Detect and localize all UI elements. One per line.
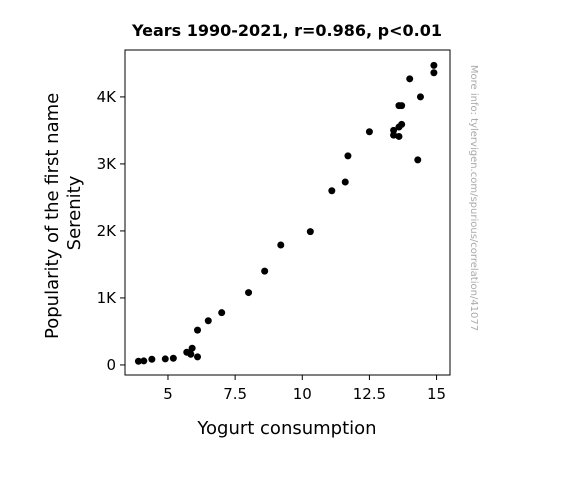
data-point [344,152,352,160]
data-point [188,344,196,352]
y-axis-ticks: 0 1K 2K 3K 4K [97,88,125,374]
x-tick-label: 7.5 [223,385,247,403]
x-axis-ticks: 5 7.5 10 12.5 15 [163,375,446,403]
data-point [169,354,177,362]
y-tick-label: 3K [97,155,118,173]
data-point [430,69,438,77]
data-point [218,309,226,317]
source-watermark: More info: tylervigen.com/spurious/corre… [468,65,479,331]
y-axis-label: Popularity of the first name Serenity [42,87,85,339]
chart-title: Years 1990-2021, r=0.986, p<0.01 [131,21,442,40]
data-point [395,132,403,140]
data-point [398,102,406,110]
x-tick-label: 5 [163,385,173,403]
data-point [390,126,398,134]
y-tick-label: 4K [97,88,118,106]
y-tick-label: 0 [106,356,116,374]
y-axis-label-line-2: Serenity [64,175,85,250]
data-point [194,353,202,361]
data-points [134,61,438,365]
plot-area-frame [124,49,451,376]
data-point [277,241,285,249]
data-point [328,187,336,195]
data-point [416,93,424,101]
data-point [261,267,269,275]
data-point [341,178,349,186]
data-point [194,326,202,334]
data-point [148,355,156,363]
data-point [398,120,406,128]
data-point [430,61,438,69]
y-tick-label: 1K [97,289,118,307]
x-tick-label: 10 [293,385,312,403]
x-tick-label: 12.5 [353,385,386,403]
data-point [161,355,169,363]
data-point [406,75,414,83]
y-tick-label: 2K [97,222,118,240]
data-point [140,357,148,365]
y-axis-label-line-1: Popularity of the first name [42,93,63,339]
data-point [414,156,422,164]
data-point [204,317,212,325]
x-axis-label: Yogurt consumption [196,418,376,439]
data-point [365,128,373,136]
data-point [187,350,195,358]
data-point [306,228,314,236]
data-point [245,289,253,297]
data-point [134,357,142,365]
x-tick-label: 15 [427,385,446,403]
